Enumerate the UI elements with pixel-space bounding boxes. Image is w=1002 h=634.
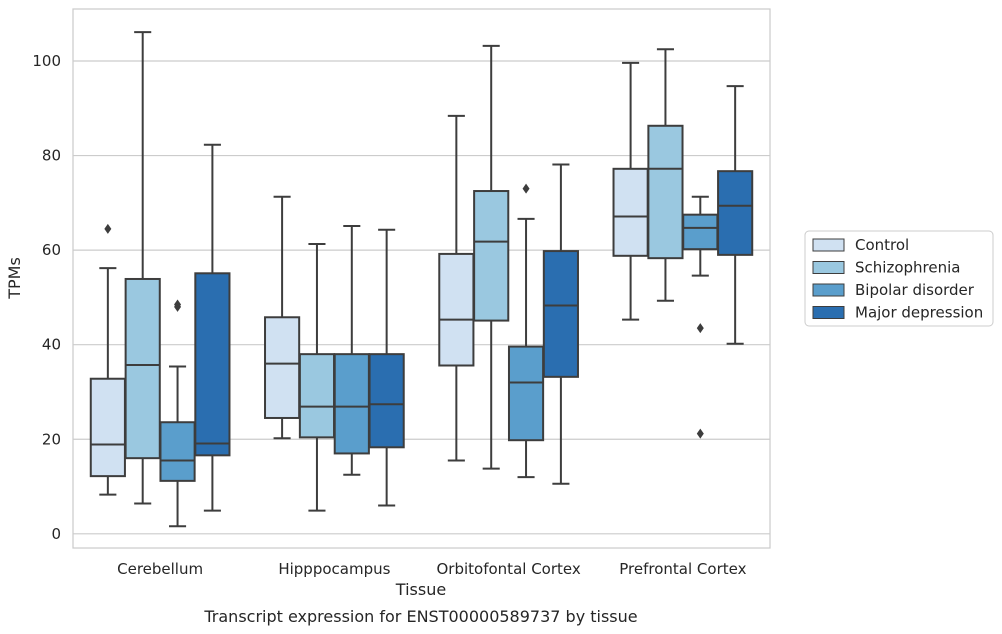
box-body bbox=[194, 272, 231, 457]
legend-swatch bbox=[812, 283, 845, 297]
box-body bbox=[612, 167, 649, 257]
box-body bbox=[159, 421, 196, 482]
legend: Control Schizophrenia Bipolar disorder Majo… bbox=[804, 230, 994, 327]
box-1-1 bbox=[298, 242, 336, 512]
legend-swatch bbox=[812, 238, 845, 252]
box-0-0 bbox=[89, 223, 126, 496]
y-tick-label: 40 bbox=[42, 336, 61, 354]
box-0-1 bbox=[124, 31, 161, 505]
legend-swatch bbox=[812, 261, 845, 274]
outlier-marker bbox=[696, 428, 704, 439]
legend-label: Control bbox=[855, 236, 909, 254]
legend-frame bbox=[804, 230, 994, 327]
box-body bbox=[264, 316, 301, 419]
legend-label: Schizophrenia bbox=[855, 259, 960, 277]
box-body bbox=[124, 277, 161, 460]
box-0-2 bbox=[159, 299, 196, 528]
x-tick-label: Prefrontal Cortex bbox=[619, 560, 746, 578]
x-tick-label: Orbitofontal Cortex bbox=[437, 560, 581, 578]
y-tick-label: 80 bbox=[42, 147, 61, 165]
box-body bbox=[682, 213, 719, 251]
legend-items: Control Schizophrenia Bipolar disorder Majo… bbox=[812, 236, 983, 322]
box-3-2 bbox=[682, 195, 719, 439]
x-tick-label: Hipppocampus bbox=[278, 560, 390, 578]
box-body bbox=[473, 190, 510, 322]
box-body bbox=[542, 250, 579, 378]
y-tick-label: 0 bbox=[51, 525, 61, 543]
box-3-0 bbox=[612, 61, 649, 321]
x-axis-label: Tissue bbox=[395, 580, 446, 599]
outlier-marker bbox=[522, 183, 530, 194]
box-3-3 bbox=[717, 85, 754, 345]
box-body bbox=[507, 345, 545, 442]
box-0-3 bbox=[194, 143, 231, 512]
box-body bbox=[368, 353, 405, 449]
box-2-0 bbox=[438, 114, 475, 462]
box-1-2 bbox=[333, 225, 370, 476]
y-tick-labels: 0 20 40 60 80 100 bbox=[32, 52, 61, 543]
box-1-3 bbox=[368, 228, 405, 507]
outlier-marker bbox=[696, 323, 704, 334]
legend-label: Major depression bbox=[855, 304, 983, 322]
box-1-0 bbox=[264, 195, 301, 440]
box-body bbox=[298, 353, 336, 439]
outlier-marker bbox=[104, 223, 112, 234]
y-tick-label: 20 bbox=[42, 430, 61, 448]
y-tick-label: 60 bbox=[42, 241, 61, 259]
outlier-marker bbox=[174, 299, 182, 310]
box-body bbox=[717, 170, 754, 256]
box-body bbox=[333, 353, 370, 455]
box-body bbox=[438, 252, 475, 367]
box-body bbox=[647, 124, 684, 260]
box-plots bbox=[89, 31, 754, 528]
x-tick-labels: Cerebellum Hipppocampus Orbitofontal Corte… bbox=[117, 560, 746, 578]
figure-caption: Transcript expression for ENST0000058973… bbox=[203, 607, 637, 626]
legend-swatch bbox=[812, 306, 845, 319]
y-axis-label: TPMs bbox=[5, 257, 24, 300]
box-2-2 bbox=[507, 183, 545, 479]
plot-frame bbox=[72, 8, 771, 549]
box-2-1 bbox=[473, 44, 510, 470]
box-2-3 bbox=[542, 163, 579, 485]
box-3-1 bbox=[647, 48, 684, 302]
y-tick-label: 100 bbox=[32, 52, 61, 70]
legend-label: Bipolar disorder bbox=[855, 281, 975, 299]
x-tick-label: Cerebellum bbox=[117, 560, 203, 578]
box-body bbox=[89, 377, 126, 478]
